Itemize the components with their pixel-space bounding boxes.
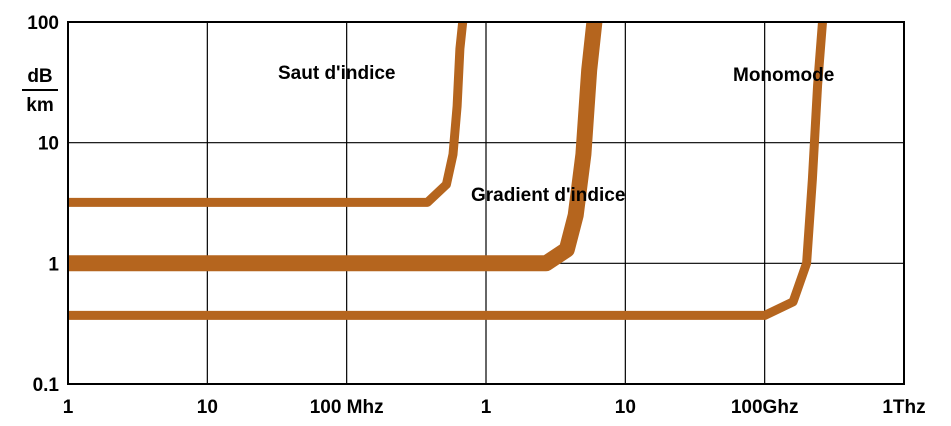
x-tick-label: 100 Mhz: [310, 397, 384, 418]
series-line-2: [68, 21, 603, 272]
x-tick-label: 10: [615, 397, 636, 418]
y-tick-label: 0.1: [33, 375, 60, 396]
y-axis-label-denominator: km: [26, 95, 53, 116]
plot-frame: [67, 21, 905, 385]
y-tick-label: 100: [27, 13, 59, 34]
y-tick-label: 1: [48, 254, 59, 275]
annotation-label-1: Saut d'indice: [278, 63, 395, 84]
series-line-1: [68, 21, 468, 207]
x-tick-label: 100Ghz: [731, 397, 799, 418]
x-tick-label: 10: [197, 397, 218, 418]
y-axis-label-numerator: dB: [27, 66, 52, 87]
x-tick-label: 1: [481, 397, 492, 418]
y-tick-label: 10: [38, 134, 59, 155]
y-tick-labels: 100 10 1 0.1: [27, 13, 59, 396]
x-tick-label: 1: [63, 397, 74, 418]
annotation-label-2: Gradient d'indice: [471, 185, 625, 206]
chart-annotations: Saut d'indice Gradient d'indice Monomode: [278, 63, 834, 206]
x-tick-label: 1Thz: [882, 397, 925, 418]
x-tick-labels: 1 10 100 Mhz 1 10 100Ghz 1Thz: [63, 397, 926, 418]
series-line-3: [68, 21, 827, 320]
annotation-label-3: Monomode: [733, 65, 834, 86]
chart-series: [68, 21, 827, 320]
